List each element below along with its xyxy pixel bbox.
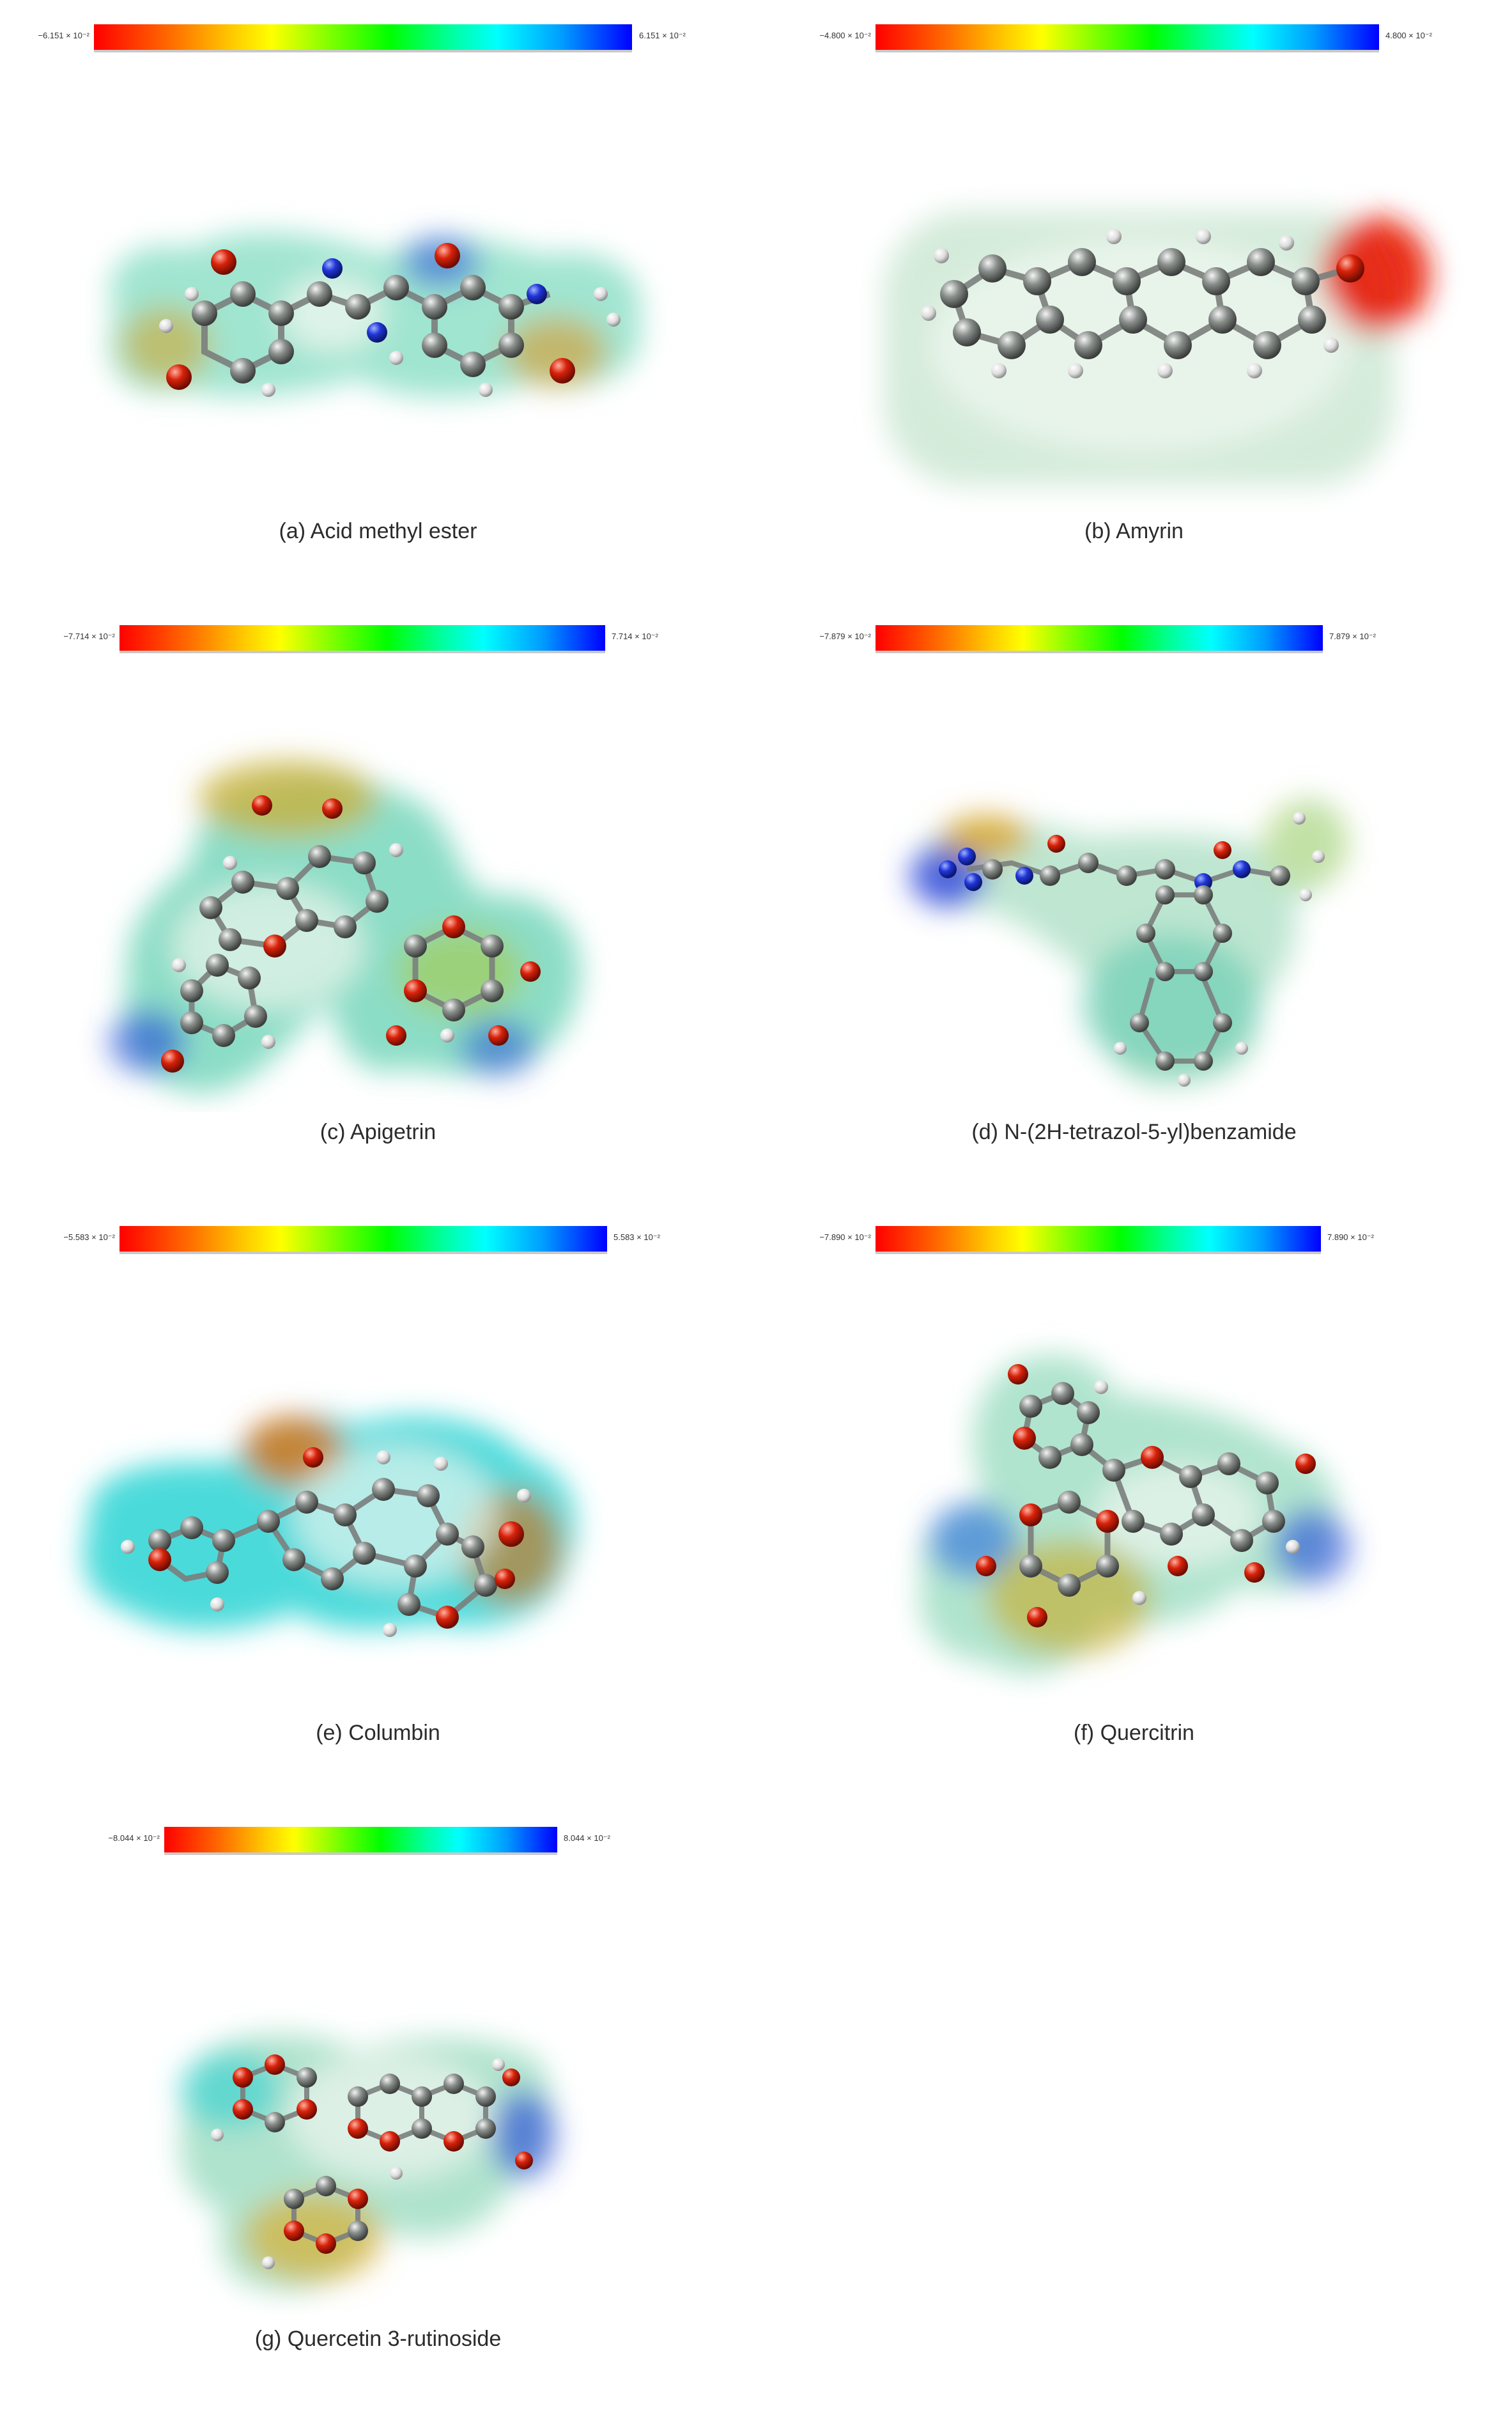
panel-caption: (g) Quercetin 3-rutinoside [254,2327,502,2351]
colorbar-min-label: −5.583 × 10⁻² [63,1232,115,1242]
panel-caption: (f) Quercitrin [1074,1721,1194,1745]
colorbar-gradient [120,1226,607,1254]
colorbar: −4.800 × 10⁻² 4.800 × 10⁻² [788,24,1497,55]
colorbar-gradient [164,1827,557,1855]
esp-surface-image [83,1415,576,1637]
colorbar-min-label: −7.714 × 10⁻² [63,632,115,641]
panel-a: −6.151 × 10⁻² 6.151 × 10⁻² [0,0,756,601]
colorbar: −7.714 × 10⁻² 7.714 × 10⁻² [32,625,741,656]
colorbar-min-label: −4.800 × 10⁻² [819,31,871,40]
panel-caption: (d) N-(2H-tetrazol-5-yl)benzamide [971,1120,1297,1144]
panel-caption: (a) Acid methyl ester [279,519,477,543]
panel-e: −5.583 × 10⁻² 5.583 × 10⁻² [0,1202,756,1803]
colorbar-gradient [876,24,1379,52]
panel-f: −7.890 × 10⁻² 7.890 × 10⁻² [756,1202,1512,1803]
colorbar-max-label: 4.800 × 10⁻² [1385,31,1432,40]
colorbar-gradient [94,24,632,52]
panel-caption: (e) Columbin [316,1721,440,1745]
esp-surface-image [884,211,1430,486]
colorbar-gradient [120,625,605,653]
panel-caption: (b) Amyrin [1084,519,1184,543]
colorbar: −5.583 × 10⁻² 5.583 × 10⁻² [32,1226,741,1257]
colorbar-min-label: −7.890 × 10⁻² [819,1232,871,1242]
esp-surface-image [179,2034,556,2292]
esp-surface-image [109,232,641,398]
colorbar: −7.879 × 10⁻² 7.879 × 10⁻² [788,625,1497,656]
colorbar-gradient [876,1226,1321,1254]
panel-d: −7.879 × 10⁻² 7.879 × 10⁻² [756,601,1512,1202]
colorbar-max-label: 5.583 × 10⁻² [613,1232,660,1242]
esp-surface-image [109,761,581,1093]
colorbar-min-label: −7.879 × 10⁻² [819,632,871,641]
colorbar-max-label: 7.714 × 10⁻² [612,632,658,641]
colorbar-min-label: −6.151 × 10⁻² [38,31,89,40]
esp-surface-image [919,1354,1350,1675]
colorbar: −6.151 × 10⁻² 6.151 × 10⁻² [6,24,716,55]
colorbar: −7.890 × 10⁻² 7.890 × 10⁻² [788,1226,1497,1257]
esp-surface-image [909,798,1350,1087]
panel-b: −4.800 × 10⁻² 4.800 × 10⁻² [756,0,1512,601]
colorbar: −8.044 × 10⁻² 8.044 × 10⁻² [77,1827,754,1858]
colorbar-gradient [876,625,1323,653]
colorbar-max-label: 6.151 × 10⁻² [639,31,686,40]
panel-c: −7.714 × 10⁻² 7.714 × 10⁻² [0,601,756,1202]
colorbar-max-label: 7.879 × 10⁻² [1329,632,1376,641]
panel-g: −8.044 × 10⁻² 8.044 × 10⁻² [0,1803,756,2403]
colorbar-max-label: 8.044 × 10⁻² [564,1833,610,1843]
colorbar-min-label: −8.044 × 10⁻² [108,1833,160,1843]
colorbar-max-label: 7.890 × 10⁻² [1327,1232,1374,1242]
panel-caption: (c) Apigetrin [320,1120,436,1144]
